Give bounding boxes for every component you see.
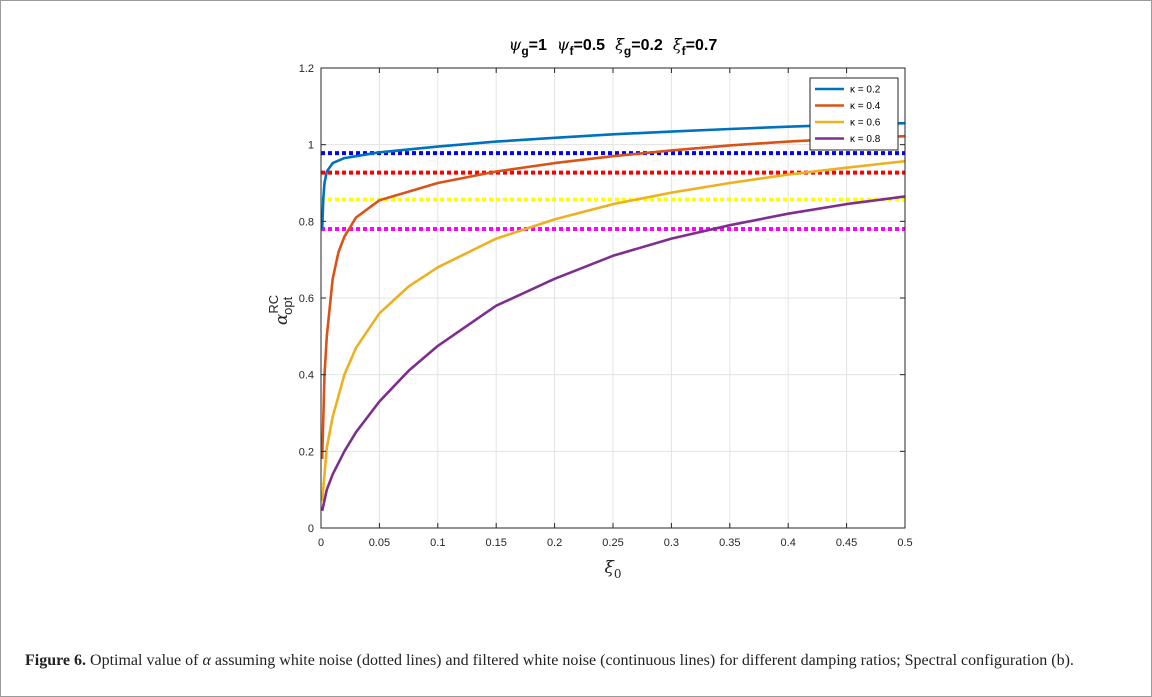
y-tick-label: 0.8: [299, 216, 314, 228]
x-tick-label: 0.3: [664, 537, 679, 549]
legend: κ = 0.2 κ = 0.4 κ = 0.6 κ = 0.8: [809, 77, 899, 151]
x-tick-label: 0.25: [602, 537, 623, 549]
x-tick-label: 0.45: [836, 537, 857, 549]
chart-title: ψg=1 ψf=0.5 ξg=0.2 ξf=0.7: [509, 35, 718, 58]
caption-symbol: α: [202, 652, 211, 669]
x-tick-label: 0: [318, 537, 324, 549]
x-tick-label: 0.05: [369, 537, 390, 549]
chart: 0 0.05 0.1 0.15 0.2 0.25 0.3 0.35 0.4 0.45 0.5 0 0.2…: [266, 35, 913, 581]
x-tick-label: 0.4: [781, 537, 796, 549]
legend-entry: κ = 0.2: [850, 85, 881, 96]
series-line: [320, 121, 906, 230]
x-tick-label: 0.35: [719, 537, 740, 549]
legend-entry: κ = 0.6: [850, 118, 881, 129]
legend-entry: κ = 0.4: [850, 101, 881, 112]
x-tick-label: 0.1: [430, 537, 445, 549]
y-tick-label: 0: [308, 523, 314, 535]
figure-caption: Figure 6. Optimal value of α assuming wh…: [25, 650, 1125, 672]
y-tick-label: 1: [308, 140, 314, 152]
series-lines: [320, 121, 906, 512]
legend-entry: κ = 0.8: [850, 134, 881, 145]
series-line: [320, 134, 906, 460]
caption-text-b: assuming white noise (dotted lines) and …: [210, 652, 1074, 669]
caption-text-a: Optimal value of: [86, 652, 203, 669]
y-tick-label: 0.2: [299, 446, 314, 458]
series-line: [320, 159, 906, 502]
y-axis-label: αRCopt: [266, 295, 295, 325]
x-axis-label: ξ0: [604, 558, 621, 581]
y-tick-label: 0.6: [299, 293, 314, 305]
caption-label: Figure 6.: [25, 652, 87, 669]
series-line: [320, 195, 906, 512]
y-tick-label: 1.2: [299, 63, 314, 75]
x-tick-label: 0.2: [547, 537, 562, 549]
y-tick-label: 0.4: [299, 370, 314, 382]
x-tick-label: 0.5: [897, 537, 912, 549]
x-tick-label: 0.15: [485, 537, 506, 549]
axis-ticks: 0 0.05 0.1 0.15 0.2 0.25 0.3 0.35 0.4 0.45 0.5 0 0.2…: [299, 63, 913, 549]
